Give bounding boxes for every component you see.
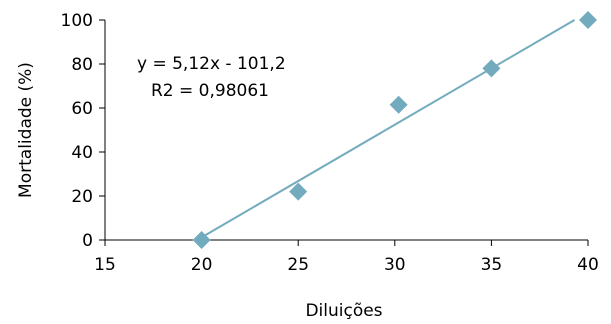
x-tick-label: 15 xyxy=(94,255,116,275)
data-point-marker xyxy=(579,11,597,29)
y-tick-label: 60 xyxy=(71,99,93,119)
y-tick-label: 80 xyxy=(71,55,93,75)
y-tick-label: 40 xyxy=(71,143,93,163)
data-point-marker xyxy=(289,182,308,201)
x-tick-label: 35 xyxy=(481,255,503,275)
x-axis-title: Diluições xyxy=(305,301,382,321)
data-point-marker xyxy=(482,59,501,78)
y-axis-title: Mortalidade (%) xyxy=(16,62,36,198)
y-ticks: 0 20 40 60 80 100 xyxy=(61,11,105,251)
x-tick-label: 40 xyxy=(577,255,599,275)
r-squared-label: R2 = 0,98061 xyxy=(151,81,269,101)
x-tick-label: 25 xyxy=(287,255,309,275)
trendline xyxy=(201,19,575,239)
data-point-marker xyxy=(192,231,211,249)
data-point-marker xyxy=(389,95,408,114)
y-tick-label: 0 xyxy=(82,231,93,251)
x-tick-label: 20 xyxy=(191,255,213,275)
axes xyxy=(104,20,588,241)
y-tick-label: 100 xyxy=(61,11,93,31)
data-points xyxy=(192,11,597,249)
trendline-equation: y = 5,12x - 101,2 xyxy=(137,54,286,74)
x-tick-label: 30 xyxy=(384,255,406,275)
y-tick-label: 20 xyxy=(71,187,93,207)
x-ticks: 15 20 25 30 35 40 xyxy=(94,240,599,275)
